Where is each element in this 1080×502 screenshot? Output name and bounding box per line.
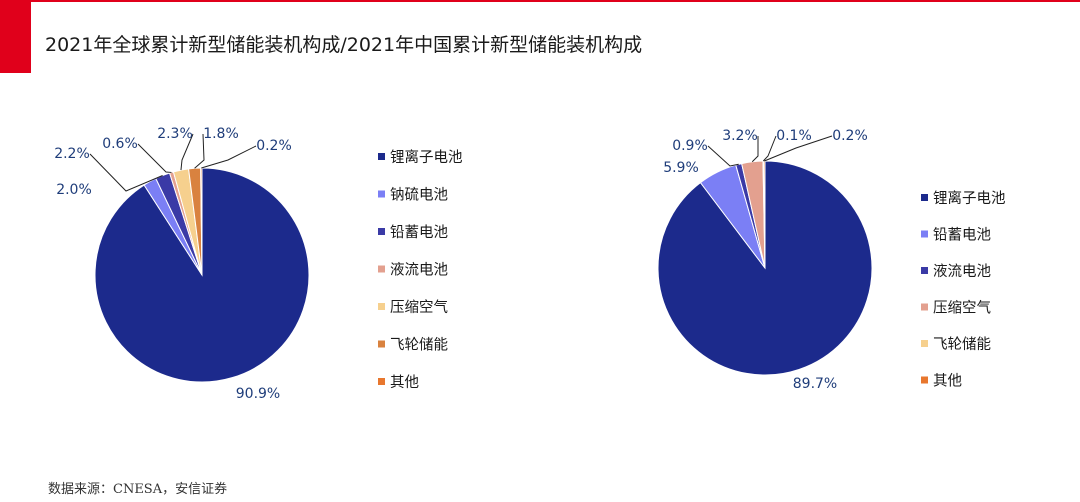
legend-label-3: 液流电池 xyxy=(933,263,991,280)
slice-value-label-4: 0.6% xyxy=(102,136,138,152)
leader-line-5 xyxy=(180,133,194,171)
legend-swatch-3 xyxy=(378,228,385,235)
legend-swatch-5 xyxy=(378,303,385,310)
legend-swatch-1 xyxy=(378,153,385,160)
legend-label-6: 飞轮储能 xyxy=(390,337,448,354)
charts-canvas: 90.9%2.0%2.2%0.6%2.3% 1.8%0.2%锂离子电池钠硫电池铅蓄… xyxy=(54,126,1006,402)
slice-value-label-1: 89.7% xyxy=(793,376,837,392)
leader-line-6 xyxy=(194,133,205,169)
legend-swatch-5 xyxy=(921,340,928,347)
leader-line-3 xyxy=(707,145,739,167)
legend-swatch-3 xyxy=(921,267,928,274)
legend-label-1: 锂离子电池 xyxy=(390,149,463,166)
legend-swatch-4 xyxy=(921,303,928,311)
legend-label-4: 液流电池 xyxy=(390,262,448,279)
legend-label-2: 钠硫电池 xyxy=(390,187,448,204)
legend-swatch-7 xyxy=(378,378,385,385)
legend-swatch-4 xyxy=(378,265,385,273)
slice-value-label-6: 1.8% xyxy=(203,126,239,142)
header-top-rule xyxy=(31,0,1080,2)
leader-line-6 xyxy=(764,135,833,162)
legend-label-2: 铅蓄电池 xyxy=(933,227,991,244)
pie-chart-1: 90.9% 2.0% 2.2% 0.6% 2.3% 1.8% 0.2% xyxy=(54,126,310,402)
leader-line-3 xyxy=(89,153,163,192)
page-title: 2021年全球累计新型储能装机构成/2021年中国累计新型储能装机构成 xyxy=(45,34,643,56)
data-source-note: 数据来源：CNESA，安信证券 xyxy=(48,482,228,497)
slice-value-label-3: 2.2% xyxy=(54,146,90,162)
slice-value-label-6: 0.2% xyxy=(832,128,868,144)
slice-value-label-7: 0.2% xyxy=(256,138,292,154)
pie-chart-2: 89.7% 5.9% 0.9% 3.2% 0.1% 0.2% xyxy=(657,128,873,392)
header-accent-block xyxy=(0,0,31,73)
slice-value-label-2: 5.9% xyxy=(663,160,699,176)
legend-swatch-2 xyxy=(921,230,928,238)
legend-label-6: 其他 xyxy=(933,373,962,390)
slice-value-label-4: 3.2% xyxy=(722,128,758,144)
slice-value-label-3: 0.9% xyxy=(672,138,708,154)
leader-line-4 xyxy=(137,143,172,173)
slice-value-label-5: 2.3% xyxy=(157,126,193,142)
legend-label-1: 锂离子电池 xyxy=(933,190,1006,207)
legend-swatch-6 xyxy=(921,376,928,384)
legend-label-5: 压缩空气 xyxy=(390,299,448,316)
leader-line-5 xyxy=(762,135,777,162)
legend-swatch-1 xyxy=(921,194,928,201)
legend-label-7: 其他 xyxy=(390,374,419,391)
slice-value-label-1: 90.9% xyxy=(236,386,280,402)
legend-label-4: 压缩空气 xyxy=(933,300,991,317)
slice-value-label-2: 2.0% xyxy=(56,182,92,198)
leader-line-4 xyxy=(751,136,759,163)
legend-swatch-2 xyxy=(378,190,385,198)
leader-line-7 xyxy=(201,145,257,169)
legend-swatch-6 xyxy=(378,340,385,348)
legend-label-5: 飞轮储能 xyxy=(933,336,991,353)
slice-value-label-5: 0.1% xyxy=(776,128,812,144)
legend-label-3: 铅蓄电池 xyxy=(390,224,448,241)
